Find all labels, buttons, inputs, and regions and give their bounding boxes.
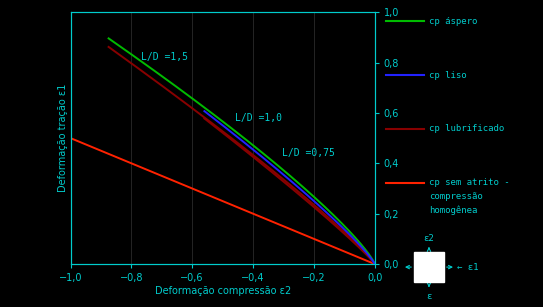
Text: cp áspero: cp áspero bbox=[429, 17, 477, 26]
Text: ← ε1: ← ε1 bbox=[457, 262, 479, 272]
Text: ε2: ε2 bbox=[424, 234, 434, 243]
Text: L/D =1,0: L/D =1,0 bbox=[235, 113, 282, 122]
Text: ε: ε bbox=[426, 292, 432, 301]
Text: compressão: compressão bbox=[429, 192, 483, 201]
Text: L/D =1,5: L/D =1,5 bbox=[141, 52, 187, 62]
X-axis label: Deformação compressão ε2: Deformação compressão ε2 bbox=[155, 286, 291, 296]
Y-axis label: Deformação tração ε1: Deformação tração ε1 bbox=[58, 84, 68, 192]
Text: cp lubrificado: cp lubrificado bbox=[429, 124, 504, 134]
Text: cp liso: cp liso bbox=[429, 71, 466, 80]
Text: cp sem atrito -: cp sem atrito - bbox=[429, 178, 509, 187]
Text: L/D =0,75: L/D =0,75 bbox=[282, 148, 335, 158]
Text: homogênea: homogênea bbox=[429, 206, 477, 215]
